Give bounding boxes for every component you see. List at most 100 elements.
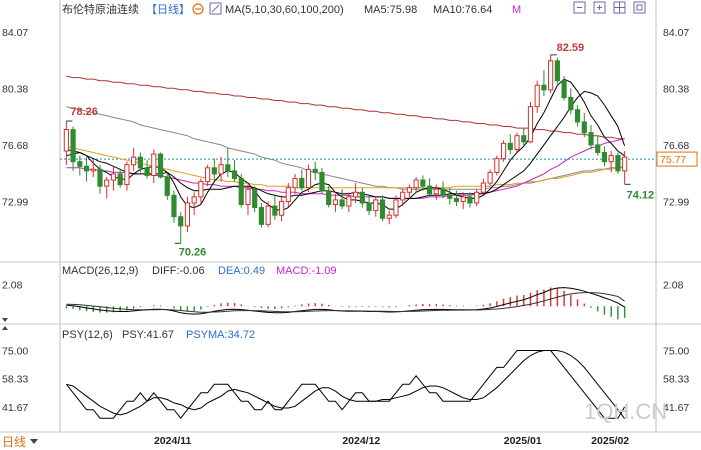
plus-zoom-icon[interactable] — [593, 1, 606, 14]
candle-body — [353, 191, 359, 198]
psy-value-label: PSY:41.67 — [122, 329, 174, 341]
candle — [326, 186, 332, 208]
price-tick-left: 72.99 — [2, 197, 28, 209]
candle — [514, 132, 520, 153]
candle-body — [70, 129, 76, 163]
candle — [252, 186, 258, 213]
macd-panel: 2.08 2.08 — [2, 279, 684, 320]
candle-body — [487, 171, 493, 184]
candle — [507, 134, 513, 155]
candle — [225, 147, 231, 177]
current-price-label: 75.77 — [660, 154, 686, 166]
candle-body — [474, 191, 480, 204]
candle — [305, 164, 312, 193]
candle — [63, 121, 69, 165]
ma30-line — [66, 138, 625, 199]
psy-tick-right: 58.33 — [663, 374, 689, 386]
candle — [77, 155, 83, 176]
period-button[interactable]: 日线 — [2, 435, 26, 449]
candle — [393, 195, 399, 219]
candle-body — [218, 164, 224, 175]
ma-params: MA(5,10,30,60,100,200) — [225, 4, 344, 16]
candle-body — [507, 142, 513, 150]
candle — [440, 181, 446, 199]
candle — [191, 192, 197, 216]
candle — [97, 164, 103, 194]
candle — [346, 192, 352, 213]
dropdown-icon[interactable] — [30, 439, 38, 444]
price-annotations: 82.59 70.26 78.26 74.12 — [66, 42, 654, 258]
candle-body — [285, 187, 291, 202]
candle-body — [574, 109, 581, 123]
fullscreen-icon[interactable] — [633, 1, 646, 14]
candle-body — [77, 161, 83, 167]
candle-body — [554, 60, 560, 82]
candle-body — [460, 196, 466, 202]
candle-body — [211, 167, 217, 175]
minus-zoom-icon[interactable] — [573, 1, 586, 14]
edit-icon[interactable] — [209, 2, 222, 15]
candle-body — [326, 190, 332, 205]
candle — [258, 202, 265, 228]
candle — [272, 195, 278, 220]
candle — [447, 187, 453, 205]
watermark: 1QH.CN — [584, 399, 667, 424]
candle-body — [527, 106, 534, 143]
candle — [131, 147, 137, 171]
price-tick-left: 80.38 — [2, 84, 28, 96]
candle — [70, 126, 76, 171]
candle-body — [453, 197, 460, 202]
candle — [171, 190, 177, 223]
candle — [164, 172, 170, 200]
candle — [151, 149, 157, 184]
candle-body — [157, 153, 164, 178]
ma-lines — [66, 75, 626, 212]
candle — [433, 184, 439, 200]
grid-toggle-icon[interactable] — [613, 1, 626, 14]
candle-body — [413, 179, 419, 189]
price-tick-right: 80.38 — [663, 84, 689, 96]
psy-line — [66, 350, 626, 420]
candle — [299, 169, 305, 191]
ma5-line — [66, 78, 625, 212]
candle-body — [568, 96, 574, 111]
candle — [312, 161, 318, 181]
psy-tick-right: 41.67 — [663, 402, 689, 414]
candle-body — [447, 194, 453, 199]
candle — [198, 178, 204, 205]
candle-body — [131, 156, 137, 166]
candle — [601, 146, 608, 167]
candle — [211, 158, 217, 181]
candle — [83, 157, 90, 182]
candle-body — [252, 188, 258, 209]
candle-body — [117, 173, 123, 186]
high-annotation: 82.59 — [557, 42, 585, 54]
price-tick-right: 72.99 — [663, 197, 689, 209]
period-tag[interactable]: 【日线】 — [146, 2, 190, 16]
candle — [265, 201, 271, 228]
candle — [615, 152, 621, 174]
resize-handle-icon[interactable] — [2, 318, 8, 330]
date-tick: 2024/11 — [154, 435, 192, 447]
candle-body — [581, 121, 587, 134]
candle — [568, 88, 574, 115]
toolbar-icons — [573, 1, 646, 14]
candle-body — [521, 135, 527, 143]
settings-icon[interactable] — [192, 3, 204, 15]
price-tick-left: 84.07 — [2, 27, 28, 39]
macd-diff-label: DIFF:-0.06 — [152, 265, 205, 277]
candle-body — [90, 168, 96, 172]
candle — [527, 102, 534, 144]
candle-body — [305, 168, 312, 189]
candle-body — [83, 165, 90, 172]
psy-tick-right: 75.00 — [663, 345, 689, 357]
ma10-label: MA10:76.64 — [433, 4, 492, 16]
candle-body — [332, 199, 338, 205]
candle-body — [601, 152, 608, 163]
low-annotation: 70.26 — [179, 246, 207, 258]
candle-body — [467, 196, 473, 204]
candle — [521, 128, 527, 147]
m-button[interactable]: M — [512, 4, 521, 16]
candle — [406, 184, 412, 197]
